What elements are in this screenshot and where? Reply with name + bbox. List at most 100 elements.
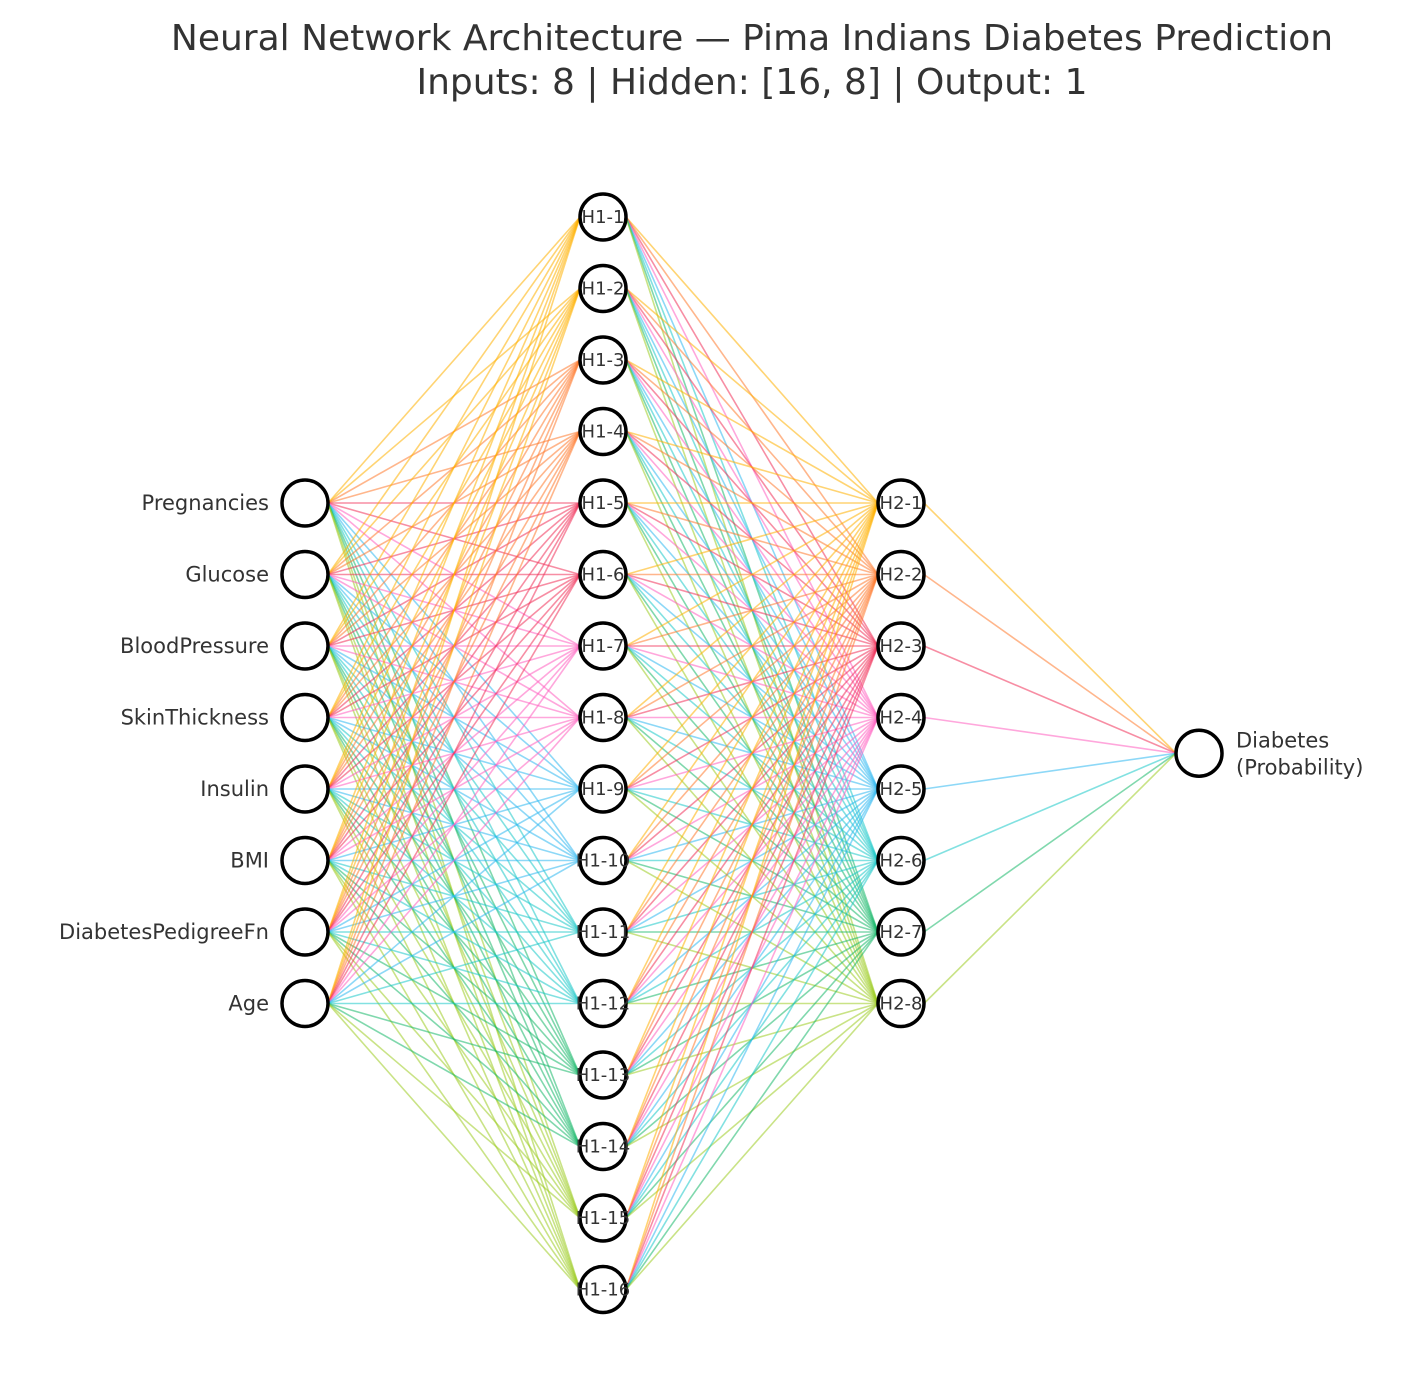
edge-h1-11-h2-1 xyxy=(625,502,879,933)
hidden1-node-6 xyxy=(578,549,628,600)
input-node-2 xyxy=(280,549,330,600)
edge-h1-9-h2-1 xyxy=(625,502,879,790)
edge-input-8-h1-16 xyxy=(327,1002,581,1291)
hidden2-node-1 xyxy=(876,478,926,528)
output-node xyxy=(1174,728,1224,778)
input-node-4 xyxy=(280,692,330,743)
hidden2-label-7: H2-7 xyxy=(880,922,923,943)
edge-input-3-h1-1 xyxy=(327,216,581,647)
edge-h1-4-h2-1 xyxy=(625,430,879,504)
hidden1-node-8 xyxy=(578,692,628,743)
edge-h2-1-output xyxy=(923,502,1177,754)
edge-input-8-h1-5 xyxy=(327,502,581,1004)
input-label-1: Pregnancies xyxy=(142,491,269,515)
hidden1-node-11 xyxy=(578,907,628,957)
hidden2-node-8 xyxy=(876,978,926,1029)
hidden2-label-4: H2-4 xyxy=(880,708,923,729)
hidden1-label-5: H1-5 xyxy=(582,493,625,514)
input-node-5 xyxy=(280,764,330,814)
edge-input-4-h1-1 xyxy=(327,216,581,718)
edge-input-8-h1-15 xyxy=(327,1002,581,1219)
edge-input-8-h1-1 xyxy=(327,216,581,1004)
output-label-line-1: Diabetes xyxy=(1236,728,1329,752)
edge-input-8-h1-2 xyxy=(327,288,581,1004)
edge-input-8-h1-4 xyxy=(327,431,581,1004)
hidden2-label-8: H2-8 xyxy=(880,994,923,1015)
hidden1-node-15 xyxy=(578,1193,628,1243)
edge-h2-6-output xyxy=(923,752,1177,862)
hidden2-label-1: H2-1 xyxy=(880,493,923,514)
edge-h1-2-h2-1 xyxy=(625,287,879,504)
hidden1-node-5 xyxy=(578,478,628,528)
edge-input-8-h1-13 xyxy=(327,1002,581,1076)
hidden1-node-13 xyxy=(578,1050,628,1100)
input-label-8: Age xyxy=(228,992,269,1016)
hidden2-label-3: H2-3 xyxy=(880,636,923,657)
title-line-2: Inputs: 8 | Hidden: [16, 8] | Output: 1 xyxy=(416,62,1087,103)
hidden1-node-7 xyxy=(578,621,628,671)
hidden1-label-13: H1-13 xyxy=(576,1065,630,1086)
input-label-2: Glucose xyxy=(185,563,269,587)
edge-input-7-h1-1 xyxy=(327,216,581,933)
hidden1-label-11: H1-11 xyxy=(576,922,630,943)
hidden1-node-1 xyxy=(578,192,628,242)
edge-input-5-h1-1 xyxy=(327,216,581,790)
title-line-1: Neural Network Architecture — Pima India… xyxy=(171,18,1333,59)
edge-h1-7-h2-1 xyxy=(625,502,879,647)
input-label-5: Insulin xyxy=(200,777,269,801)
edge-h1-12-h2-1 xyxy=(625,502,879,1004)
hidden1-node-14 xyxy=(578,1121,628,1172)
edge-input-8-h1-7 xyxy=(327,645,581,1004)
edge-h1-16-h2-6 xyxy=(625,860,879,1290)
edge-h2-2-output xyxy=(923,573,1177,754)
edge-h1-6-h2-1 xyxy=(625,502,879,576)
neuron-labels: Pregnancies Glucose BloodPressure SkinThick… xyxy=(59,207,1363,1301)
edge-input-8-h1-10 xyxy=(327,859,581,1005)
edge-h1-8-h2-1 xyxy=(625,502,879,719)
edge-h1-10-h2-1 xyxy=(625,502,879,861)
hidden1-label-12: H1-12 xyxy=(576,994,630,1015)
edge-input-8-h1-14 xyxy=(327,1002,581,1148)
input-node-3 xyxy=(280,621,330,671)
edge-h1-16-h2-8 xyxy=(625,1002,879,1291)
hidden1-label-16: H1-16 xyxy=(576,1280,630,1301)
edge-input-8-h1-6 xyxy=(327,574,581,1004)
hidden2-node-6 xyxy=(876,835,926,886)
edge-input-8-h1-3 xyxy=(327,359,581,1004)
hidden2-label-2: H2-2 xyxy=(880,565,923,586)
hidden2-label-6: H2-6 xyxy=(880,851,923,872)
hidden2-node-4 xyxy=(876,692,926,743)
edge-h2-4-output xyxy=(923,716,1177,755)
connection-edges xyxy=(327,216,1177,1291)
hidden2-label-5: H2-5 xyxy=(880,779,923,800)
input-label-6: BMI xyxy=(230,849,269,873)
hidden1-label-14: H1-14 xyxy=(576,1137,630,1158)
edge-h1-16-h2-3 xyxy=(625,645,879,1290)
input-label-7: DiabetesPedigreeFn xyxy=(59,920,269,944)
input-label-3: BloodPressure xyxy=(120,634,269,658)
hidden1-node-4 xyxy=(578,406,628,457)
edge-h1-15-h2-1 xyxy=(625,502,879,1219)
edge-input-6-h1-1 xyxy=(327,216,581,861)
edge-h2-7-output xyxy=(923,752,1177,933)
edge-h1-1-h2-1 xyxy=(625,216,879,504)
hidden1-label-6: H1-6 xyxy=(582,565,625,586)
hidden1-node-12 xyxy=(578,978,628,1029)
hidden1-label-1: H1-1 xyxy=(582,207,625,228)
neuron-nodes xyxy=(280,192,1224,1315)
edge-h1-16-h2-1 xyxy=(625,502,879,1290)
hidden2-node-5 xyxy=(876,764,926,814)
hidden1-node-10 xyxy=(578,835,628,886)
hidden1-node-3 xyxy=(578,335,628,385)
hidden1-label-10: H1-10 xyxy=(576,851,630,872)
edge-h2-5-output xyxy=(923,752,1177,790)
hidden2-node-3 xyxy=(876,621,926,671)
edge-input-1-h1-1 xyxy=(327,216,581,504)
edge-input-8-h1-8 xyxy=(327,716,581,1005)
hidden1-label-9: H1-9 xyxy=(582,779,625,800)
input-node-6 xyxy=(280,835,330,886)
hidden1-label-15: H1-15 xyxy=(576,1208,630,1229)
input-node-1 xyxy=(280,478,330,528)
input-label-4: SkinThickness xyxy=(121,706,269,730)
